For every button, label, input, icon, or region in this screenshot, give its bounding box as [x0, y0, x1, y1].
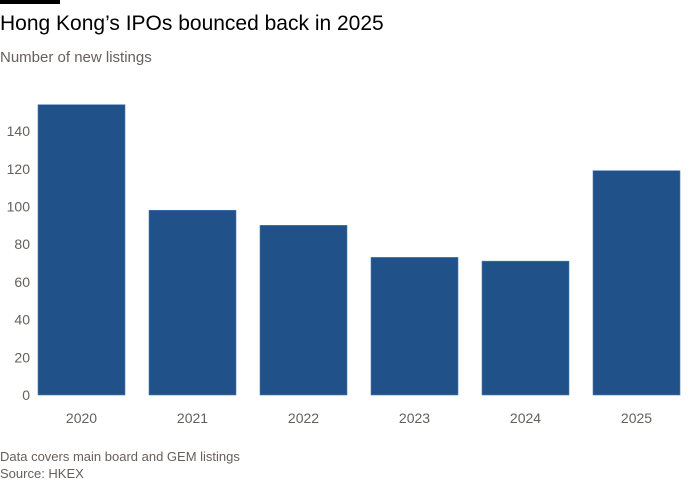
y-tick-label: 120 [7, 161, 31, 177]
bar-2022 [259, 225, 348, 396]
y-tick-label: 0 [22, 387, 30, 403]
source: Source: HKEX [0, 466, 84, 481]
x-tick-label: 2024 [510, 410, 541, 426]
bar-chart: 0 20 40 60 80 100 120 140 2020 2021 2022 2023 2024 20… [7, 104, 681, 426]
brand-bar [0, 0, 60, 4]
footnote: Data covers main board and GEM listings [0, 449, 240, 464]
x-tick-label: 2022 [288, 410, 319, 426]
chart-title: Hong Kong’s IPOs bounced back in 2025 [0, 12, 384, 35]
y-tick-label: 100 [7, 199, 31, 215]
y-tick-label: 40 [14, 312, 30, 328]
chart-footer: Data covers main board and GEM listings … [0, 448, 240, 482]
x-tick-label: 2021 [177, 410, 208, 426]
bar-2025 [592, 170, 681, 396]
x-tick-label: 2020 [66, 410, 97, 426]
y-tick-label: 80 [14, 236, 30, 252]
bar-2024 [481, 260, 570, 396]
bar-2023 [370, 257, 459, 396]
y-tick-label: 140 [7, 123, 31, 139]
chart-subtitle: Number of new listings [0, 49, 152, 66]
bar-2021 [148, 209, 237, 396]
y-tick-label: 20 [14, 349, 30, 365]
x-tick-label: 2025 [621, 410, 652, 426]
x-tick-label: 2023 [399, 410, 430, 426]
y-tick-label: 60 [14, 274, 30, 290]
bar-2020 [37, 104, 126, 396]
